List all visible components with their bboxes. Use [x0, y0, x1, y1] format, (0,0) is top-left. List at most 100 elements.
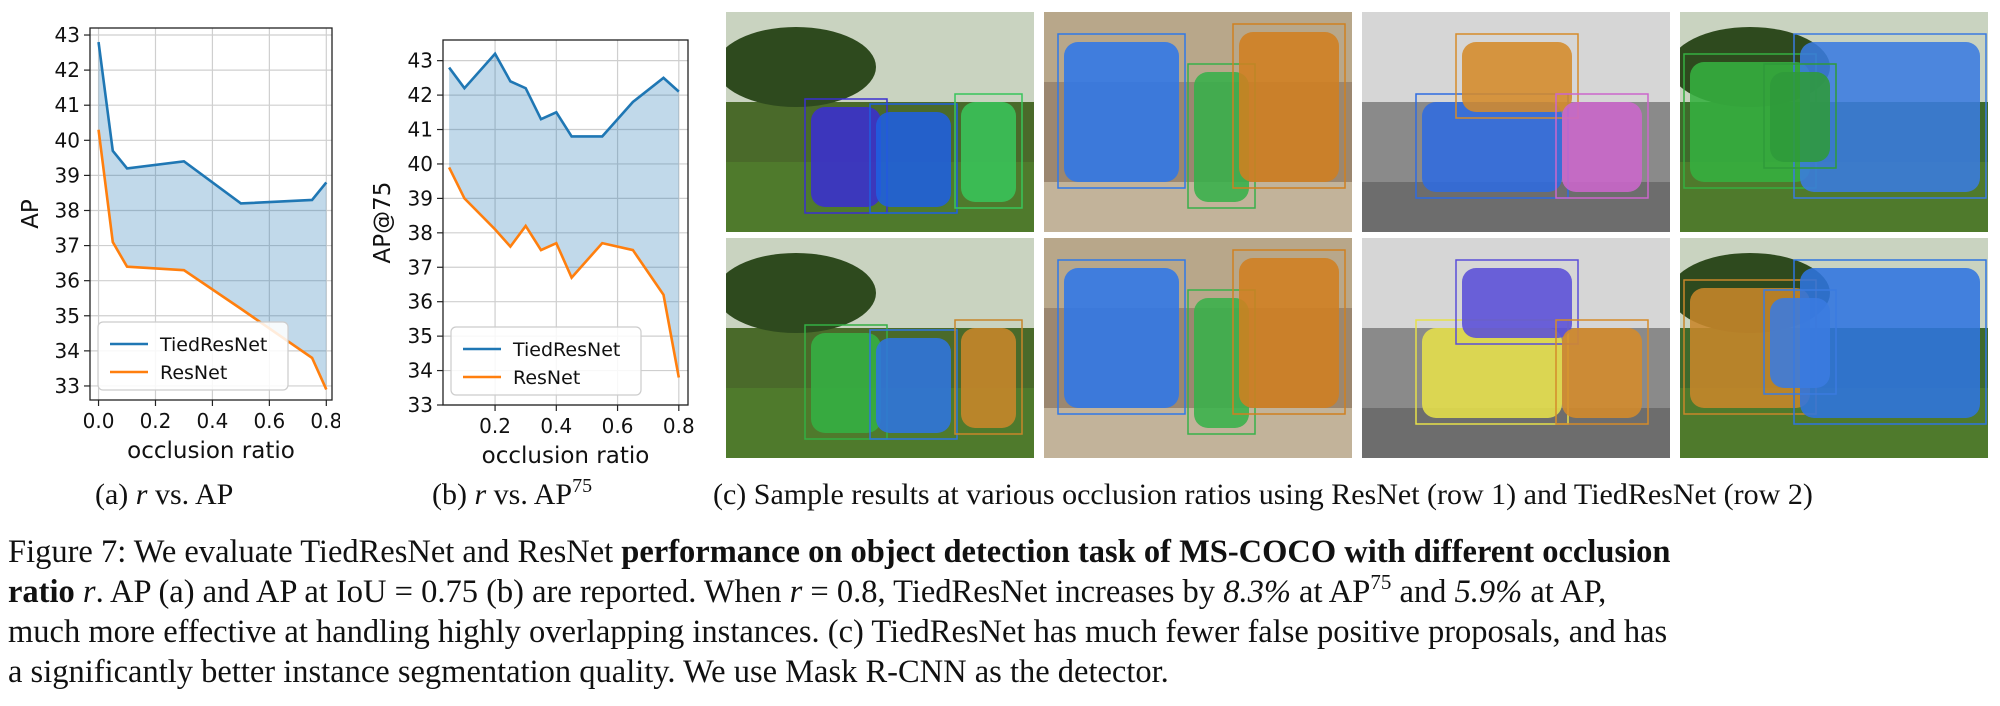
- sample-image: [1362, 238, 1670, 458]
- caption-line: Figure 7: We evaluate TiedResNet and Res…: [8, 532, 1998, 572]
- caption-segment: Figure 7: We evaluate TiedResNet and Res…: [8, 534, 622, 570]
- caption-segment: 75: [1370, 570, 1392, 594]
- y-tick-label: 43: [408, 49, 433, 73]
- caption-line: a significantly better instance segmenta…: [8, 652, 1998, 692]
- caption-segment: much more effective at handling highly o…: [8, 614, 1668, 650]
- caption-segment: r: [789, 574, 803, 610]
- y-tick-label: 39: [408, 186, 433, 210]
- x-tick-label: 0.4: [197, 409, 229, 433]
- caption-segment: and: [1391, 574, 1455, 610]
- sample-image: [1044, 238, 1352, 458]
- legend-label: TiedResNet: [512, 339, 620, 361]
- instance-mask: [876, 338, 951, 433]
- bounding-box: [1057, 33, 1186, 189]
- plot-frame: [89, 27, 333, 401]
- series-line-TiedResNet: [448, 51, 680, 138]
- legend-label: TiedResNet: [159, 334, 267, 356]
- instance-mask: [1800, 268, 1980, 418]
- instance-mask: [1239, 258, 1339, 408]
- y-tick-label: 38: [408, 221, 433, 245]
- bounding-box: [1763, 289, 1837, 395]
- sample-image-drawing: [1362, 238, 1670, 458]
- y-tick-label: 34: [55, 339, 80, 363]
- sample-image-drawing: [726, 12, 1034, 232]
- sample-image: [1680, 12, 1988, 232]
- fill-between-area: [98, 42, 327, 390]
- bounding-box: [1232, 23, 1346, 189]
- chart-a-plot: 0.0 0.2 0.4 0.6 0.8 33 34 35 36 37 38 39 40 41 42 43 occ…: [18, 23, 342, 464]
- bounding-box: [1057, 259, 1186, 415]
- x-axis-label: occlusion ratio: [127, 438, 295, 464]
- instance-mask: [1422, 328, 1562, 418]
- y-tick-label: 42: [408, 83, 433, 107]
- x-tick-label: 0.8: [310, 409, 340, 433]
- y-tick-label: 42: [55, 58, 80, 82]
- bounding-box: [954, 93, 1023, 209]
- instance-mask: [1562, 328, 1642, 418]
- subcaption-b-mid: vs.: [486, 478, 534, 511]
- instance-mask: [876, 112, 951, 207]
- chart-a: 0.0 0.2 0.4 0.6 0.8 33 34 35 36 37 38 39 40 41 42 43 occ…: [0, 0, 342, 470]
- y-tick-label: 33: [55, 374, 80, 398]
- instance-mask: [1562, 102, 1642, 192]
- sample-image-drawing: [1680, 12, 1988, 232]
- caption-segment: ratio: [8, 574, 75, 610]
- bounding-box: [1763, 63, 1837, 169]
- bounding-box: [1555, 319, 1649, 425]
- y-tick-label: 37: [55, 234, 80, 258]
- y-tick-label: 36: [55, 269, 80, 293]
- bounding-box: [1455, 259, 1579, 345]
- y-axis-label: AP@75: [370, 182, 396, 264]
- bounding-box: [1555, 93, 1649, 199]
- y-tick-label: 37: [408, 255, 433, 279]
- x-tick-label: 0.4: [540, 414, 572, 438]
- plot-frame: [442, 39, 689, 406]
- series-line-TiedResNet: [97, 41, 328, 205]
- instance-mask: [961, 102, 1016, 202]
- caption-segment: at AP,: [1522, 574, 1607, 610]
- sample-image: [1044, 12, 1352, 232]
- series-line-ResNet: [97, 129, 328, 391]
- caption-segment: performance on object detection task of …: [621, 534, 1671, 570]
- bounding-box: [954, 319, 1023, 435]
- y-tick-label: 35: [55, 304, 80, 328]
- x-tick-label: 0.6: [253, 409, 285, 433]
- image-tree: [726, 253, 876, 333]
- subcaption-b-sup: 75: [572, 475, 593, 497]
- caption-line: ratio r. AP (a) and AP at IoU = 0.75 (b)…: [8, 572, 1998, 612]
- instance-mask: [811, 107, 881, 207]
- instance-mask: [1422, 102, 1562, 192]
- sample-image: [726, 12, 1034, 232]
- y-tick-label: 41: [408, 118, 433, 142]
- subcaption-b-prefix: (b): [432, 478, 475, 511]
- legend-label: ResNet: [513, 367, 580, 389]
- y-tick-label: 35: [408, 324, 433, 348]
- instance-mask: [1800, 42, 1980, 192]
- bounding-box: [869, 329, 958, 440]
- x-tick-label: 0.8: [663, 414, 695, 438]
- y-axis-label: AP: [18, 199, 44, 229]
- bounding-box: [1232, 249, 1346, 415]
- x-tick-label: 0.2: [479, 414, 511, 438]
- instance-mask: [1064, 268, 1179, 408]
- y-tick-label: 38: [55, 198, 80, 222]
- y-tick-label: 39: [55, 163, 80, 187]
- x-tick-label: 0.6: [602, 414, 634, 438]
- series-line-ResNet: [447, 166, 681, 378]
- sample-image: [726, 238, 1034, 458]
- instance-mask: [1194, 72, 1249, 202]
- subcaption-a-mid: vs.: [147, 478, 196, 511]
- sample-image-drawing: [1044, 238, 1352, 458]
- fill-between-area: [449, 53, 679, 378]
- subcaption-a: (a) r vs. AP: [95, 478, 233, 512]
- instance-mask: [1194, 298, 1249, 428]
- legend-label: ResNet: [160, 362, 227, 384]
- caption-segment: . AP (a) and AP at IoU = 0.75 (b) are re…: [95, 574, 790, 610]
- sample-image-drawing: [1680, 238, 1988, 458]
- instance-mask: [1462, 42, 1572, 112]
- caption-segment: at AP: [1290, 574, 1371, 610]
- instance-mask: [961, 328, 1016, 428]
- figure-caption: Figure 7: We evaluate TiedResNet and Res…: [8, 532, 1998, 692]
- caption-line: much more effective at handling highly o…: [8, 612, 1998, 652]
- y-tick-label: 43: [55, 23, 80, 47]
